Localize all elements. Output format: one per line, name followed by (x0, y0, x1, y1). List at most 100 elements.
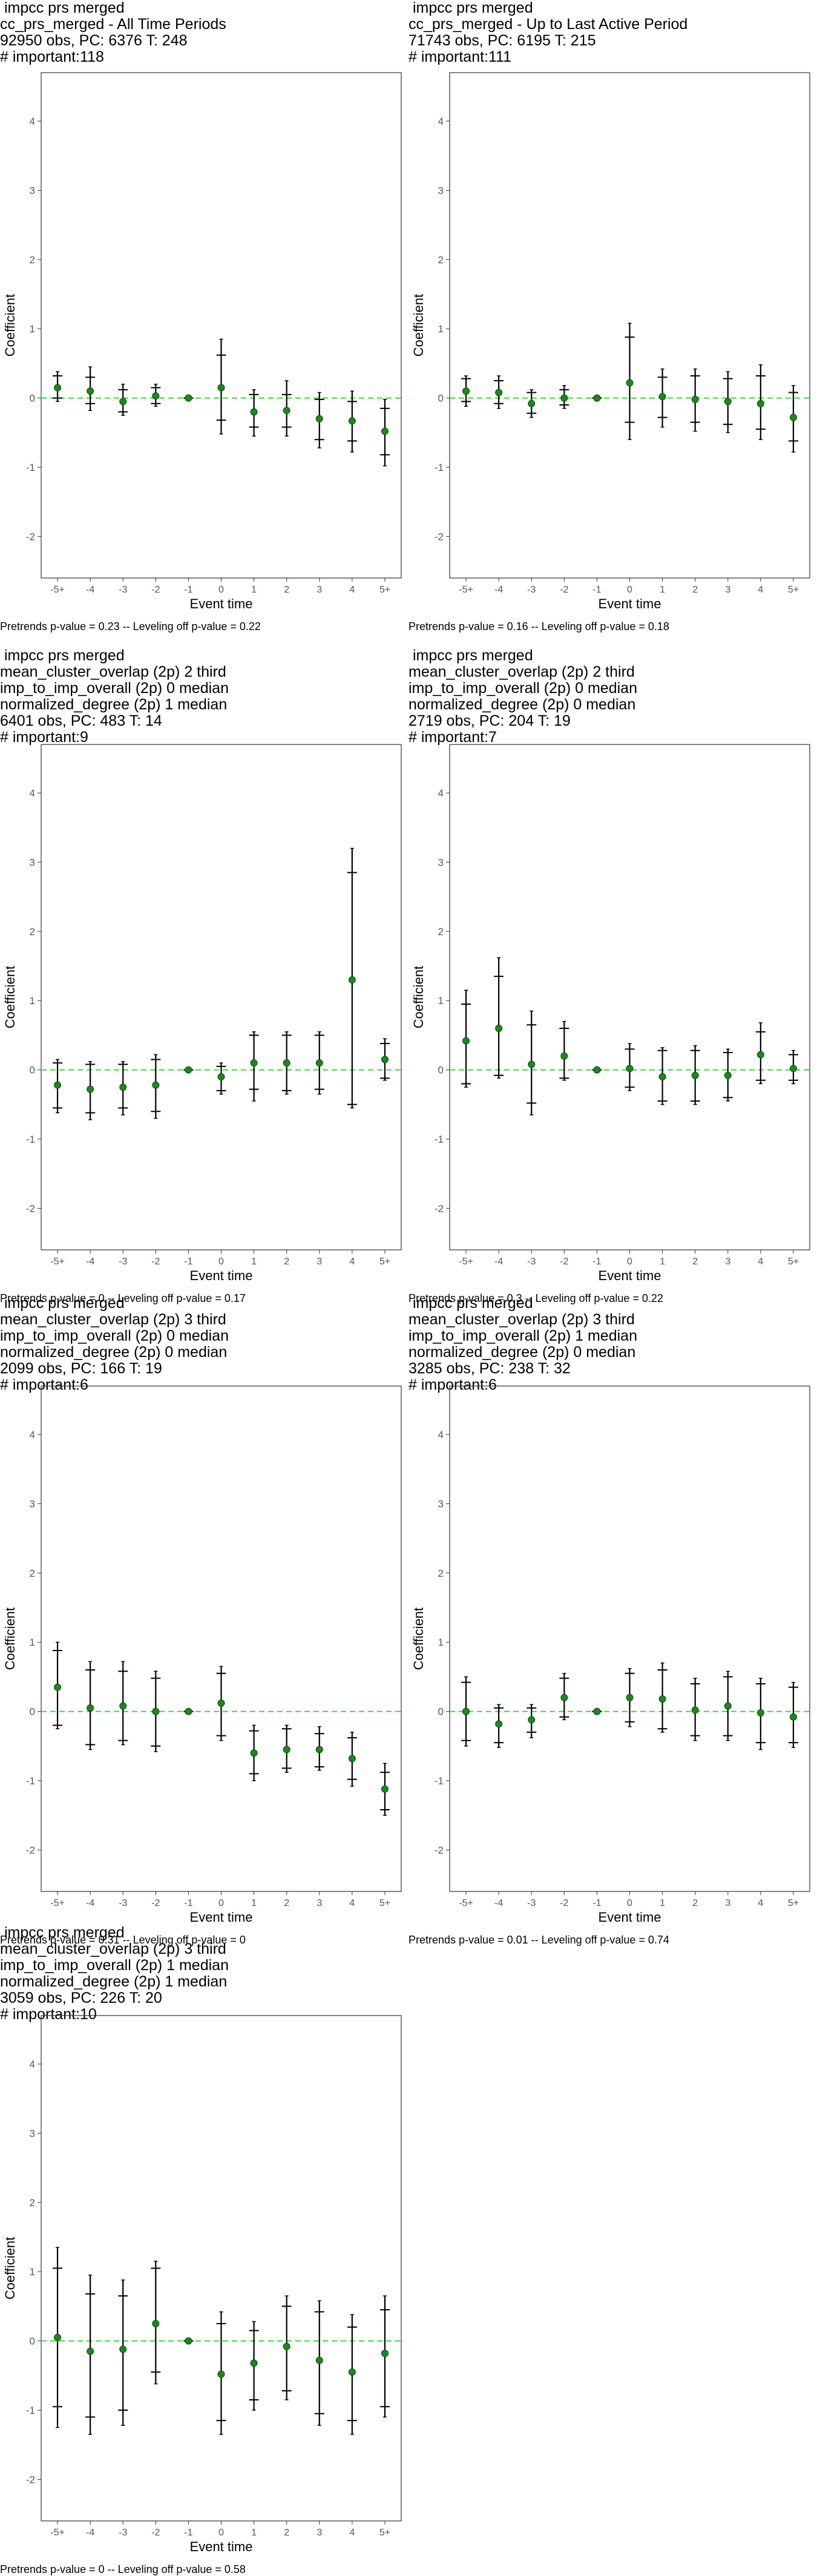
y-tick-label: -2 (435, 531, 444, 542)
point-estimate (315, 415, 323, 422)
y-tick-label: 1 (438, 995, 444, 1007)
y-tick-label: 3 (438, 185, 444, 196)
y-tick-label: 2 (30, 254, 35, 266)
y-tick-label: 2 (438, 1568, 444, 1579)
point-estimate (724, 1702, 732, 1710)
chart-svg: -2 -1 0 1 2 3 4 -5+ -4 -3 -2 -1 0 1 2 3 4 5+ Event time Coe… (2, 2015, 402, 2554)
x-tick-label: -3 (527, 585, 536, 595)
x-tick-label: 1 (660, 1257, 665, 1267)
x-tick-label: 0 (627, 1898, 632, 1908)
point-estimate (658, 393, 666, 401)
chart-footnote: Pretrends p-value = 0 -- Leveling off p-… (0, 1292, 246, 1304)
point-estimate (381, 2350, 389, 2358)
chart-title: impcc prs merged cc_prs_merged - Up to La… (408, 0, 687, 65)
x-tick-label: -1 (184, 1898, 192, 1908)
chart-title: impcc prs merged cc_prs_merged - All Time… (0, 0, 226, 65)
y-tick-label: -2 (26, 531, 35, 542)
chart-title-line: # important:6 (408, 1376, 497, 1393)
y-tick-label: -1 (435, 1134, 444, 1145)
point-estimate (152, 1707, 160, 1715)
y-axis-label: Coefficient (411, 1608, 426, 1671)
point-estimate (315, 2356, 323, 2364)
x-tick-label: -4 (86, 1257, 94, 1267)
y-tick-label: 3 (30, 1498, 35, 1510)
point-estimate (593, 1707, 601, 1715)
x-tick-label: -2 (560, 1257, 568, 1267)
x-tick-label: 1 (251, 1898, 257, 1908)
point-estimate (217, 1699, 225, 1707)
point-estimate (348, 1755, 356, 1763)
point-estimate (691, 395, 699, 403)
point-estimate (87, 2347, 94, 2355)
chart-title-line: mean_cluster_overlap (2p) 2 third (408, 663, 635, 680)
x-tick-label: -4 (494, 1257, 503, 1267)
chart-title-line: imp_to_imp_overall (2p) 0 median (0, 680, 229, 697)
point-estimate (217, 1073, 225, 1081)
chart-title-line: normalized_degree (2p) 1 median (0, 696, 228, 713)
x-tick-label: -5+ (50, 1898, 65, 1908)
y-tick-label: -2 (26, 1844, 35, 1856)
point-estimate (495, 1720, 503, 1728)
chart-title-line: mean_cluster_overlap (2p) 3 third (0, 1940, 226, 1957)
point-estimate (495, 389, 503, 396)
x-tick-label: 4 (349, 1257, 355, 1267)
x-axis-label: Event time (190, 596, 253, 611)
x-tick-label: 4 (349, 1898, 355, 1908)
point-estimate (315, 1746, 323, 1753)
point-estimate (185, 1707, 192, 1715)
y-tick-label: -1 (26, 2405, 35, 2416)
y-tick-label: -1 (26, 1134, 35, 1145)
point-estimate (250, 2359, 258, 2367)
chart-title-line: # important:111 (408, 48, 512, 65)
plot-frame (41, 2015, 402, 2522)
x-tick-label: 0 (218, 2528, 224, 2538)
point-estimate (348, 976, 356, 984)
y-tick-label: 1 (438, 323, 444, 335)
chart-panel: impcc prs merged cc_prs_merged - All Time… (0, 0, 402, 636)
x-tick-label: 3 (725, 1898, 730, 1908)
x-tick-label: -5+ (50, 1257, 65, 1267)
x-tick-label: -2 (151, 585, 160, 595)
chart-footnote: Pretrends p-value = 0.31 -- Leveling off… (0, 1934, 246, 1946)
point-estimate (658, 1695, 666, 1703)
y-tick-label: 3 (30, 856, 35, 868)
x-tick-label: -2 (151, 1257, 160, 1267)
point-estimate (626, 1065, 634, 1073)
y-tick-label: 1 (30, 995, 35, 1007)
y-tick-label: 1 (30, 2266, 35, 2278)
point-estimate (462, 387, 470, 395)
y-tick-label: 4 (30, 1429, 35, 1441)
x-tick-label: 3 (725, 1257, 730, 1267)
y-tick-label: 4 (30, 2058, 35, 2070)
chart-footnote: Pretrends p-value = 0.01 -- Leveling off… (408, 1934, 669, 1946)
x-tick-label: 3 (317, 1898, 322, 1908)
point-estimate (283, 1746, 290, 1753)
x-tick-label: 2 (692, 1257, 698, 1267)
chart-title-line: 71743 obs, PC: 6195 T: 215 (408, 32, 596, 49)
y-tick-label: 0 (30, 1706, 35, 1718)
x-tick-label: 3 (725, 585, 730, 595)
x-tick-label: 3 (317, 2528, 322, 2538)
x-tick-label: 0 (218, 1257, 224, 1267)
x-tick-label: -4 (494, 1898, 503, 1908)
chart-title-line: 92950 obs, PC: 6376 T: 248 (0, 32, 188, 49)
y-tick-label: 4 (438, 787, 444, 799)
plot-frame (41, 1385, 402, 1892)
chart-title-line: normalized_degree (2p) 1 median (0, 1973, 228, 1990)
y-tick-label: 0 (438, 393, 444, 404)
x-tick-label: -1 (184, 1257, 192, 1267)
y-tick-label: 1 (30, 323, 35, 335)
x-tick-label: -4 (86, 2528, 94, 2538)
x-tick-label: -5+ (459, 1257, 473, 1267)
chart-title-line: impcc prs merged (408, 647, 533, 664)
x-tick-label: -4 (86, 585, 94, 595)
x-tick-label: 1 (251, 2528, 257, 2538)
y-axis-label: Coefficient (2, 1608, 18, 1671)
point-estimate (119, 1702, 127, 1710)
point-estimate (54, 384, 62, 392)
point-estimate (250, 1749, 258, 1757)
y-tick-label: 2 (30, 1568, 35, 1579)
y-tick-label: 0 (438, 1065, 444, 1076)
x-tick-label: 4 (758, 1257, 763, 1267)
chart-title-line: imp_to_imp_overall (2p) 1 median (0, 1957, 229, 1974)
